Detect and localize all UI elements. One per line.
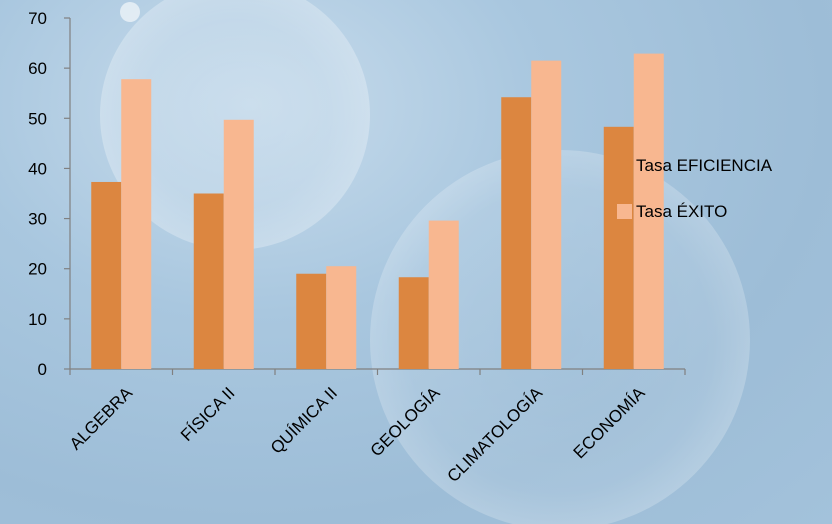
bar-exito	[223, 119, 254, 369]
y-tick-label: 60	[28, 59, 47, 78]
y-tick-label: 30	[28, 210, 47, 229]
bar-exito	[428, 220, 459, 369]
y-tick-label: 20	[28, 260, 47, 279]
legend-swatch	[617, 158, 632, 173]
bar-eficiencia	[193, 193, 224, 369]
bar-eficiencia	[296, 273, 327, 369]
bar-eficiencia	[91, 181, 122, 369]
bar-exito	[633, 53, 664, 369]
x-tick-label: ALGEBRA	[66, 383, 137, 454]
bar-eficiencia	[501, 97, 532, 370]
x-tick-label: QUÍMICA II	[267, 383, 341, 457]
y-tick-label: 70	[28, 9, 47, 28]
legend-swatch	[617, 204, 632, 219]
bars	[91, 53, 664, 370]
y-tick-label: 10	[28, 310, 47, 329]
legend: Tasa EFICIENCIA Tasa ÉXITO	[617, 156, 773, 221]
axes	[64, 17, 686, 375]
legend-label: Tasa EFICIENCIA	[636, 156, 773, 175]
x-tick-label: FÍSICA II	[177, 383, 239, 445]
bar-exito	[326, 266, 357, 369]
bar-eficiencia	[398, 277, 429, 369]
legend-label: Tasa ÉXITO	[636, 202, 727, 221]
bar-exito	[121, 79, 152, 369]
y-tick-label: 50	[28, 109, 47, 128]
bar-exito	[531, 60, 562, 369]
y-tick-label: 40	[28, 159, 47, 178]
y-tick-label: 0	[38, 360, 47, 379]
